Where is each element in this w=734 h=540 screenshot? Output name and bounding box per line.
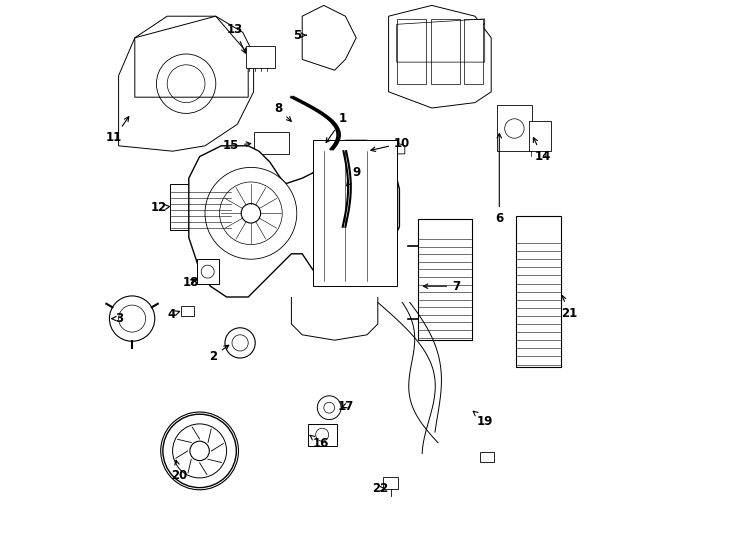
Circle shape (156, 54, 216, 113)
Bar (464, 19, 483, 84)
Text: 16: 16 (310, 435, 330, 450)
Text: 3: 3 (112, 312, 124, 325)
Text: 18: 18 (182, 276, 199, 289)
Text: 11: 11 (106, 117, 128, 144)
Bar (431, 19, 460, 84)
Text: 15: 15 (222, 139, 251, 152)
Text: 5: 5 (293, 29, 307, 42)
Polygon shape (396, 19, 484, 62)
Circle shape (109, 296, 155, 341)
Bar (480, 452, 494, 462)
Circle shape (172, 424, 227, 478)
Circle shape (167, 65, 205, 103)
Text: 21: 21 (562, 295, 578, 320)
Polygon shape (119, 16, 254, 151)
Text: 12: 12 (151, 201, 170, 214)
Bar (181, 306, 195, 316)
Text: 7: 7 (424, 280, 460, 293)
Polygon shape (394, 143, 404, 154)
Circle shape (232, 335, 248, 351)
Text: 13: 13 (227, 23, 246, 53)
Circle shape (219, 182, 282, 245)
Circle shape (505, 119, 524, 138)
Bar (383, 477, 399, 489)
Text: 9: 9 (346, 166, 360, 186)
Text: 22: 22 (372, 482, 388, 495)
Bar (396, 19, 426, 84)
Text: 10: 10 (371, 137, 410, 151)
Text: 20: 20 (171, 460, 187, 482)
Bar (245, 46, 275, 68)
Bar (308, 424, 338, 446)
Text: 8: 8 (274, 102, 291, 122)
Text: 6: 6 (495, 133, 504, 225)
Text: 17: 17 (338, 400, 354, 413)
Text: 14: 14 (534, 138, 550, 163)
Bar (529, 122, 550, 151)
Polygon shape (388, 5, 491, 108)
Bar (170, 184, 232, 230)
Circle shape (119, 305, 145, 332)
Text: 1: 1 (326, 112, 346, 143)
Text: 4: 4 (167, 308, 180, 321)
Circle shape (317, 396, 341, 420)
Bar (197, 259, 219, 284)
Polygon shape (364, 143, 375, 154)
Text: 2: 2 (209, 345, 229, 363)
Circle shape (190, 441, 209, 461)
Circle shape (324, 402, 335, 413)
Circle shape (205, 167, 297, 259)
Bar (497, 105, 531, 151)
Bar (515, 216, 562, 367)
Circle shape (241, 204, 261, 223)
Bar (313, 140, 396, 286)
Polygon shape (302, 5, 356, 70)
Text: 19: 19 (473, 411, 493, 428)
Polygon shape (135, 16, 248, 97)
Bar (418, 219, 472, 340)
Circle shape (161, 412, 239, 490)
Circle shape (225, 328, 255, 358)
Bar (254, 132, 288, 154)
Circle shape (316, 428, 329, 441)
Circle shape (201, 265, 214, 278)
Polygon shape (189, 140, 399, 297)
